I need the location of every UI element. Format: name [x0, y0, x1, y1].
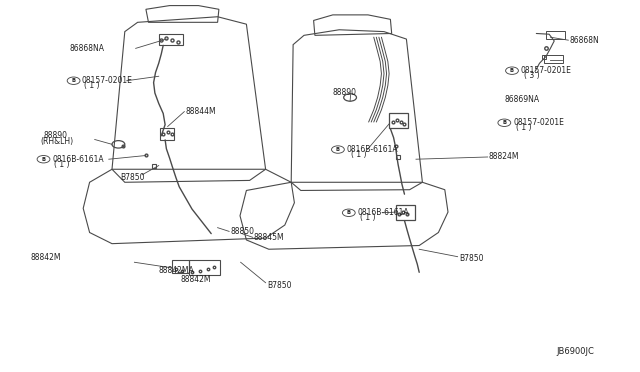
Text: 0816B-6161A: 0816B-6161A — [347, 145, 399, 154]
Bar — [389, 113, 408, 128]
Text: 88844M: 88844M — [186, 107, 216, 116]
Text: 08157-0201E: 08157-0201E — [513, 118, 564, 127]
Text: 88850: 88850 — [230, 227, 254, 236]
Text: ( 1 ): ( 1 ) — [360, 214, 375, 222]
Bar — [396, 205, 415, 220]
Text: 88824M: 88824M — [489, 153, 520, 161]
Bar — [544, 55, 563, 63]
Text: JB6900JC: JB6900JC — [557, 347, 595, 356]
Text: ( 1 ): ( 1 ) — [516, 124, 531, 132]
Text: (RH&LH): (RH&LH) — [40, 137, 74, 146]
Text: B7850: B7850 — [120, 173, 145, 182]
Text: 88890: 88890 — [333, 88, 357, 97]
Text: 88842MA: 88842MA — [159, 266, 195, 275]
Text: ( 1 ): ( 1 ) — [54, 160, 70, 169]
Text: B7850: B7850 — [268, 281, 292, 290]
Bar — [172, 260, 189, 273]
Text: 0816B-6161A: 0816B-6161A — [357, 208, 409, 217]
Text: B: B — [347, 210, 351, 215]
Text: ( 3 ): ( 3 ) — [524, 71, 539, 80]
Text: B: B — [510, 68, 514, 73]
Text: 88845M: 88845M — [253, 233, 284, 242]
Text: 08157-0201E: 08157-0201E — [521, 66, 572, 75]
Text: B: B — [72, 78, 76, 83]
Text: 88890: 88890 — [44, 131, 68, 140]
Text: B7850: B7850 — [460, 254, 484, 263]
Text: B: B — [42, 157, 45, 162]
Text: ( 1 ): ( 1 ) — [84, 81, 100, 90]
Text: ( 1 ): ( 1 ) — [351, 150, 366, 159]
Text: 86868NA: 86868NA — [69, 44, 104, 53]
Text: B: B — [336, 147, 340, 152]
Bar — [160, 128, 174, 140]
Text: 88842M: 88842M — [180, 275, 211, 284]
Bar — [189, 260, 220, 275]
Text: 08157-0201E: 08157-0201E — [82, 76, 132, 85]
Text: 0816B-6161A: 0816B-6161A — [52, 155, 104, 164]
Text: 86868N: 86868N — [570, 36, 599, 45]
Bar — [159, 34, 183, 45]
Text: 86869NA: 86869NA — [504, 95, 540, 104]
Text: B: B — [502, 120, 506, 125]
Bar — [546, 31, 565, 39]
Text: 88842M: 88842M — [31, 253, 61, 262]
